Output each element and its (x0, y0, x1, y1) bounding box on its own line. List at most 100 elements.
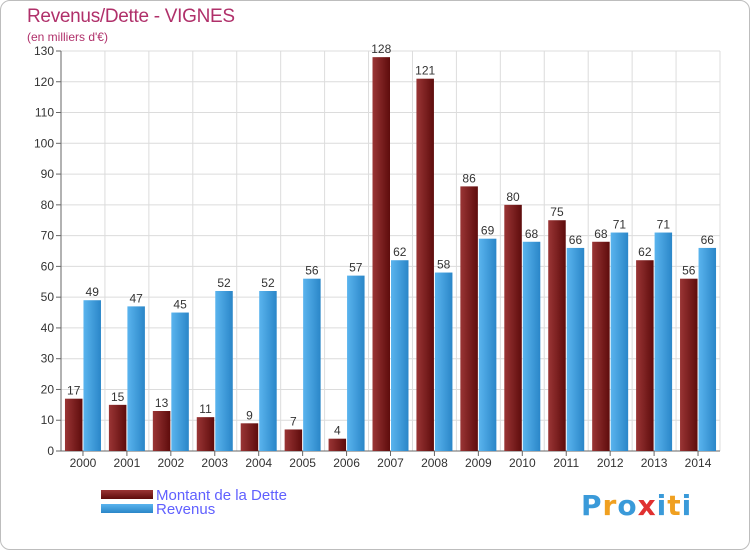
value-label-revenus: 66 (701, 233, 715, 247)
value-label-revenus: 69 (481, 224, 495, 238)
bar-dette (196, 417, 215, 451)
value-label-dette: 4 (334, 424, 341, 438)
value-label-dette: 75 (550, 205, 564, 219)
x-tick-label: 2010 (509, 456, 536, 470)
y-tick-label: 20 (41, 382, 55, 396)
value-label-revenus: 68 (525, 227, 539, 241)
x-tick-label: 2000 (70, 456, 97, 470)
value-label-dette: 9 (246, 408, 253, 422)
x-tick-label: 2012 (597, 456, 624, 470)
x-tick-label: 2003 (201, 456, 228, 470)
logo-letter: i (656, 489, 668, 522)
logo-letter: P (581, 489, 603, 522)
value-label-dette: 86 (462, 171, 476, 185)
bar-dette (548, 220, 566, 451)
y-tick-label: 110 (35, 106, 54, 120)
y-tick-label: 90 (41, 167, 55, 181)
value-label-dette: 11 (199, 402, 212, 416)
value-label-dette: 121 (415, 64, 435, 78)
bar-dette (372, 57, 390, 452)
bar-dette (460, 186, 478, 451)
y-tick-label: 50 (41, 290, 55, 304)
y-tick-label: 0 (47, 444, 54, 458)
legend-swatch-revenus (101, 504, 153, 513)
value-label-dette: 15 (111, 390, 125, 404)
plot-area (61, 51, 720, 451)
value-label-dette: 80 (506, 190, 520, 204)
x-tick-label: 2009 (465, 456, 492, 470)
legend-label-revenus: Revenus (156, 501, 216, 518)
value-label-dette: 17 (67, 384, 81, 398)
bar-dette (592, 241, 610, 451)
bar-revenus (610, 232, 629, 451)
bar-revenus (347, 275, 365, 451)
bar-dette (328, 438, 347, 451)
bar-dette (108, 404, 127, 451)
value-label-revenus: 49 (86, 285, 100, 299)
value-label-revenus: 56 (305, 264, 319, 278)
y-tick-label: 30 (41, 352, 55, 366)
value-label-revenus: 52 (217, 276, 231, 290)
value-label-revenus: 52 (261, 276, 275, 290)
y-tick-label: 40 (41, 321, 55, 335)
bar-dette (416, 78, 434, 451)
x-tick-label: 2006 (333, 456, 360, 470)
bar-revenus (654, 232, 673, 451)
bar-revenus (434, 272, 453, 451)
x-tick-label: 2004 (245, 456, 272, 470)
y-tick-label: 120 (34, 75, 54, 89)
legend-swatch-dette (101, 490, 153, 499)
bar-revenus (478, 238, 497, 451)
bar-dette (284, 429, 303, 451)
value-label-revenus: 66 (569, 233, 583, 247)
bar-dette (64, 398, 83, 451)
x-tick-label: 2008 (421, 456, 448, 470)
value-label-dette: 62 (638, 245, 652, 259)
x-tick-label: 2011 (553, 456, 579, 470)
x-tick-label: 2014 (685, 456, 712, 470)
logo-letter: o (617, 489, 638, 522)
y-tick-label: 70 (41, 229, 55, 243)
value-label-revenus: 71 (613, 218, 627, 232)
value-label-dette: 68 (594, 227, 608, 241)
bar-dette (240, 423, 259, 451)
y-tick-label: 10 (41, 413, 55, 427)
x-tick-label: 2007 (377, 456, 404, 470)
logo-letter: r (602, 489, 618, 522)
value-label-revenus: 57 (349, 261, 363, 275)
x-tick-label: 2013 (641, 456, 668, 470)
bar-revenus (698, 247, 717, 451)
value-label-dette: 13 (155, 396, 169, 410)
bar-revenus (303, 278, 321, 451)
bar-dette (636, 260, 654, 451)
bar-revenus (259, 291, 277, 451)
bar-revenus (391, 260, 409, 451)
x-tick-label: 2002 (157, 456, 184, 470)
x-tick-label: 2005 (289, 456, 316, 470)
value-label-revenus: 47 (129, 291, 143, 305)
bar-revenus (171, 312, 189, 451)
chart-subtitle: (en milliers d'€) (27, 30, 108, 44)
value-label-revenus: 58 (437, 258, 451, 272)
y-tick-label: 100 (34, 136, 54, 150)
y-tick-label: 130 (34, 44, 54, 58)
bar-revenus (83, 300, 101, 451)
y-tick-label: 80 (41, 198, 55, 212)
x-tick-label: 2001 (114, 456, 141, 470)
logo-letter: x (637, 489, 657, 522)
logo-letter: t (667, 489, 682, 522)
value-label-revenus: 71 (657, 218, 671, 232)
logo-letter: i (681, 489, 693, 522)
value-label-revenus: 45 (173, 298, 187, 312)
legend-label-dette: Montant de la Dette (156, 487, 287, 504)
value-label-dette: 56 (682, 264, 696, 278)
value-label-revenus: 62 (393, 245, 407, 259)
y-tick-label: 60 (41, 259, 55, 273)
bar-dette (504, 204, 522, 451)
bar-revenus (127, 306, 145, 451)
chart-title: Revenus/Dette - VIGNES (27, 6, 235, 27)
value-label-dette: 128 (371, 42, 391, 56)
bar-revenus (215, 291, 233, 451)
